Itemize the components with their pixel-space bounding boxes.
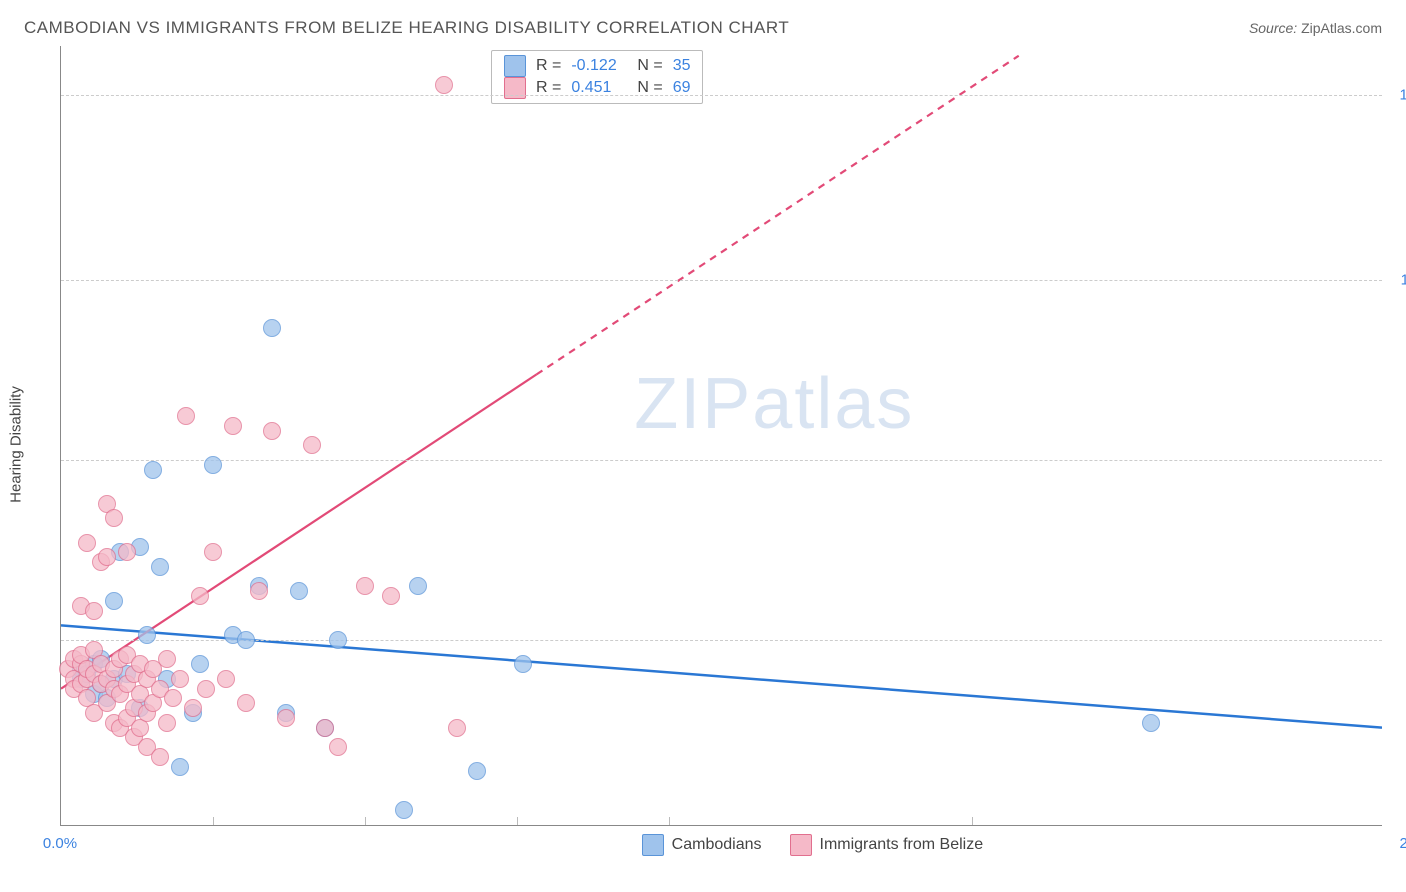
legend-swatch: [504, 55, 526, 77]
scatter-point: [224, 417, 242, 435]
legend-n-value: 35: [673, 57, 691, 75]
watermark-zip: ZIP: [634, 364, 752, 444]
scatter-point: [98, 548, 116, 566]
scatter-point: [204, 543, 222, 561]
scatter-point: [191, 587, 209, 605]
scatter-point: [382, 587, 400, 605]
scatter-point: [138, 626, 156, 644]
legend-series-name: Cambodians: [672, 836, 762, 853]
legend-swatch: [642, 834, 664, 856]
x-tick: [972, 817, 973, 825]
gridline-h: [61, 95, 1382, 96]
scatter-point: [290, 582, 308, 600]
chart-area: Hearing Disability ZIPatlas R =-0.122N =…: [60, 46, 1382, 826]
chart-header: CAMBODIAN VS IMMIGRANTS FROM BELIZE HEAR…: [0, 0, 1406, 46]
scatter-point: [171, 758, 189, 776]
x-tick: [669, 817, 670, 825]
watermark: ZIPatlas: [634, 363, 914, 445]
legend-item: Cambodians: [642, 834, 762, 856]
scatter-point: [204, 456, 222, 474]
scatter-point: [250, 582, 268, 600]
scatter-point: [448, 719, 466, 737]
scatter-point: [395, 801, 413, 819]
gridline-h: [61, 280, 1382, 281]
y-axis-label: Hearing Disability: [8, 386, 25, 503]
legend-swatch: [790, 834, 812, 856]
source-attribution: Source: ZipAtlas.com: [1249, 20, 1382, 36]
scatter-point: [303, 436, 321, 454]
x-tick: [517, 817, 518, 825]
plot-region: ZIPatlas R =-0.122N =35R =0.451N =69 3.8…: [60, 46, 1382, 826]
scatter-point: [263, 319, 281, 337]
y-tick-label: 15.0%: [1399, 86, 1406, 103]
scatter-point: [409, 577, 427, 595]
y-tick-label: 11.2%: [1401, 271, 1406, 288]
trend-lines: [61, 46, 1382, 825]
scatter-point: [105, 509, 123, 527]
scatter-point: [158, 650, 176, 668]
scatter-point: [237, 631, 255, 649]
scatter-point: [329, 738, 347, 756]
scatter-point: [151, 558, 169, 576]
source-label: Source:: [1249, 20, 1297, 36]
scatter-point: [105, 592, 123, 610]
legend-n-label: N =: [637, 57, 662, 75]
legend-item: Immigrants from Belize: [790, 834, 984, 856]
scatter-point: [1142, 714, 1160, 732]
scatter-point: [151, 748, 169, 766]
gridline-h: [61, 460, 1382, 461]
source-value: ZipAtlas.com: [1301, 20, 1382, 36]
scatter-point: [356, 577, 374, 595]
scatter-point: [164, 689, 182, 707]
x-tick: [365, 817, 366, 825]
x-axis-max-label: 20.0%: [1399, 835, 1406, 852]
scatter-point: [197, 680, 215, 698]
gridline-h: [61, 640, 1382, 641]
scatter-point: [237, 694, 255, 712]
scatter-point: [171, 670, 189, 688]
scatter-point: [514, 655, 532, 673]
scatter-point: [85, 602, 103, 620]
scatter-point: [177, 407, 195, 425]
legend-row: R =0.451N =69: [504, 77, 690, 99]
scatter-point: [468, 762, 486, 780]
watermark-atlas: atlas: [752, 364, 914, 444]
chart-title: CAMBODIAN VS IMMIGRANTS FROM BELIZE HEAR…: [24, 18, 789, 38]
x-tick: [213, 817, 214, 825]
scatter-point: [316, 719, 334, 737]
scatter-point: [329, 631, 347, 649]
legend-swatch: [504, 77, 526, 99]
scatter-point: [158, 714, 176, 732]
legend-r-label: R =: [536, 57, 561, 75]
scatter-point: [144, 461, 162, 479]
x-axis-min-label: 0.0%: [43, 835, 77, 852]
scatter-point: [191, 655, 209, 673]
series-legend: Cambodians Immigrants from Belize: [642, 834, 983, 856]
legend-series-name: Immigrants from Belize: [820, 836, 984, 853]
legend-r-value: -0.122: [571, 57, 627, 75]
legend-row: R = -0.122 N = 35: [504, 55, 690, 77]
scatter-point: [277, 709, 295, 727]
scatter-point: [78, 534, 96, 552]
scatter-point: [217, 670, 235, 688]
scatter-point: [435, 76, 453, 94]
scatter-point: [184, 699, 202, 717]
scatter-point: [263, 422, 281, 440]
correlation-legend: R = -0.122 N = 35 R =0.451N =69: [491, 50, 703, 104]
scatter-point: [118, 543, 136, 561]
